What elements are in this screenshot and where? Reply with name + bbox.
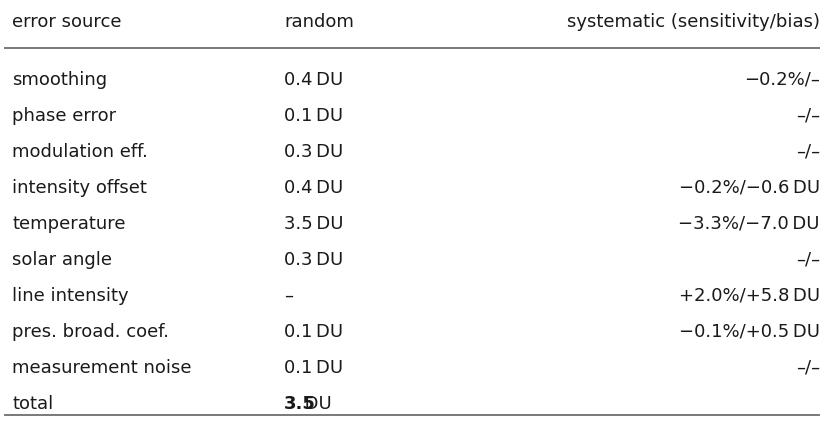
- Text: 0.4 DU: 0.4 DU: [284, 179, 344, 197]
- Text: line intensity: line intensity: [12, 287, 129, 305]
- Text: –/–: –/–: [796, 143, 820, 161]
- Text: solar angle: solar angle: [12, 251, 112, 269]
- Text: 0.3 DU: 0.3 DU: [284, 251, 344, 269]
- Text: systematic (sensitivity/bias): systematic (sensitivity/bias): [567, 13, 820, 31]
- Text: temperature: temperature: [12, 215, 126, 233]
- Text: –/–: –/–: [796, 251, 820, 269]
- Text: 3.5 DU: 3.5 DU: [284, 215, 344, 233]
- Text: phase error: phase error: [12, 107, 116, 125]
- Text: −0.2%/–: −0.2%/–: [744, 71, 820, 89]
- Text: intensity offset: intensity offset: [12, 179, 147, 197]
- Text: measurement noise: measurement noise: [12, 359, 192, 377]
- Text: 3.5: 3.5: [284, 395, 316, 413]
- Text: error source: error source: [12, 13, 122, 31]
- Text: −0.1%/+0.5 DU: −0.1%/+0.5 DU: [679, 323, 820, 341]
- Text: +2.0%/+5.8 DU: +2.0%/+5.8 DU: [679, 287, 820, 305]
- Text: random: random: [284, 13, 354, 31]
- Text: pres. broad. coef.: pres. broad. coef.: [12, 323, 170, 341]
- Text: –/–: –/–: [796, 359, 820, 377]
- Text: −0.2%/−0.6 DU: −0.2%/−0.6 DU: [679, 179, 820, 197]
- Text: −3.3%/−7.0 DU: −3.3%/−7.0 DU: [678, 215, 820, 233]
- Text: 0.1 DU: 0.1 DU: [284, 323, 344, 341]
- Text: 0.1 DU: 0.1 DU: [284, 107, 344, 125]
- Text: modulation eff.: modulation eff.: [12, 143, 148, 161]
- Text: total: total: [12, 395, 54, 413]
- Text: 0.1 DU: 0.1 DU: [284, 359, 344, 377]
- Text: 0.3 DU: 0.3 DU: [284, 143, 344, 161]
- Text: smoothing: smoothing: [12, 71, 107, 89]
- Text: –: –: [284, 287, 293, 305]
- Text: –/–: –/–: [796, 107, 820, 125]
- Text: 0.4 DU: 0.4 DU: [284, 71, 344, 89]
- Text: DU: DU: [301, 395, 332, 413]
